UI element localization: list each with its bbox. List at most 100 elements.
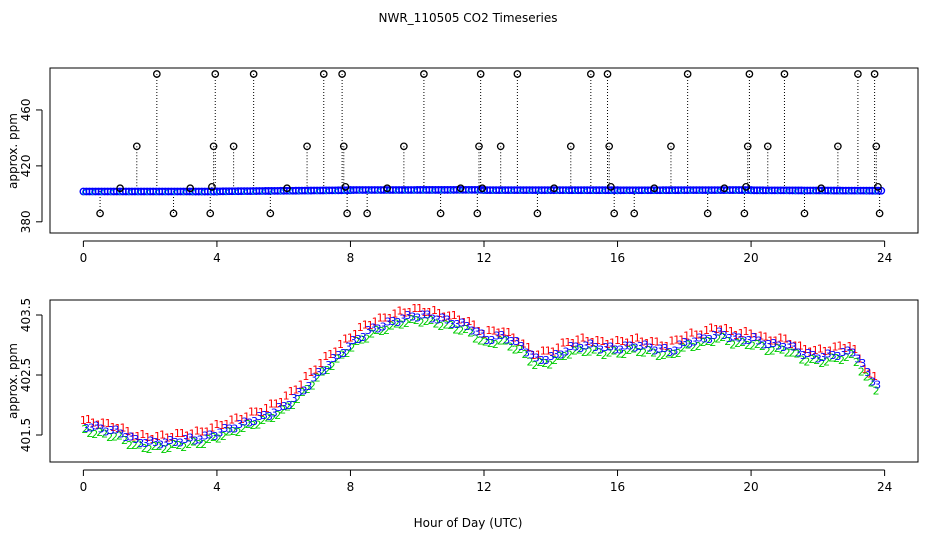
upper-spike-point: [763, 142, 772, 151]
lower-series-1-point: 1: [693, 328, 700, 341]
lower-series-2-point: 2: [393, 317, 400, 330]
upper-spike-point: [745, 70, 754, 78]
lower-series-3-point: 3: [642, 338, 649, 351]
lower-series-2-point: 2: [611, 345, 618, 358]
lower-series-3-point: 3: [291, 392, 298, 405]
lower-series-3-point: 3: [770, 337, 777, 350]
lower-series-2-point: 2: [645, 344, 652, 357]
lower-series-3-point: 3: [108, 424, 115, 437]
upper-baseline-series: [79, 185, 886, 196]
lower-series-2-point: 2: [264, 411, 271, 424]
lower-series-2-point: 2: [343, 347, 350, 360]
lower-series-3-point: 3: [256, 410, 263, 423]
lower-series-3-point: 3: [488, 334, 495, 347]
lower-series-1-point: 1: [856, 353, 863, 366]
lower-series-3-point: 3: [98, 422, 105, 435]
lower-series-1-point: 1: [382, 312, 389, 325]
lower-series-2-point: 2: [437, 320, 444, 333]
lower-series-2-point: 2: [843, 351, 850, 364]
lower-series-1-point: 1: [832, 340, 839, 353]
lower-series-1-point: 1: [342, 333, 349, 346]
lower-series-3-point: 3: [726, 332, 733, 345]
lower-series-1-point: 1: [841, 342, 848, 355]
upper-spike-point: [152, 70, 161, 78]
lower-series-3-point: 3: [543, 354, 550, 367]
lower-y-tick-label: 403.5: [19, 298, 33, 332]
lower-series-1-point: 1: [609, 337, 616, 350]
lower-series-2-point: 2: [250, 419, 257, 432]
lower-series-2-point: 2: [581, 346, 588, 359]
lower-series-3-point: 3: [849, 347, 856, 360]
upper-spike-point: [610, 209, 619, 218]
lower-series-2-point: 2: [259, 414, 266, 427]
lower-series-1-point: 1: [757, 330, 764, 343]
lower-series-2-point: 2: [304, 383, 311, 396]
lower-series-2-point: 2: [779, 344, 786, 357]
lower-series-3-point: 3: [503, 333, 510, 346]
lower-series-3-point: 3: [676, 338, 683, 351]
lower-series-3-point: 3: [563, 345, 570, 358]
lower-series-3-point: 3: [538, 354, 545, 367]
lower-series-1-point: 1: [451, 309, 458, 322]
lower-series-1-point: 1: [738, 327, 745, 340]
lower-series-3-point: 3: [162, 436, 169, 449]
lower-series-1-point: 1: [772, 334, 779, 347]
lower-series-3-point: 3: [221, 422, 228, 435]
lower-series-2-point: 2: [279, 403, 286, 416]
upper-spike-point: [343, 209, 351, 218]
lower-series-3-point: 3: [152, 436, 159, 449]
lower-series-3-point: 3: [246, 417, 253, 430]
lower-series-3-point: 3: [577, 342, 584, 355]
lower-series-3-point: 3: [612, 343, 619, 356]
lower-series-1-point: 1: [525, 341, 532, 354]
lower-series-3-point: 3: [721, 329, 728, 342]
lower-series-1-point: 1: [411, 302, 418, 315]
lower-series-2-point: 2: [793, 348, 800, 361]
lower-series-2-point: 2: [477, 334, 484, 347]
lower-series-2-point: 2: [81, 423, 88, 436]
lower-series-3-point: 3: [157, 439, 164, 452]
lower-series-2-point: 2: [428, 314, 435, 327]
lower-series-3-point: 3: [731, 330, 738, 343]
lower-series-3-point: 3: [296, 386, 303, 399]
lower-series-2-point: 2: [467, 326, 474, 339]
lower-series-1-point: 1: [386, 312, 393, 325]
lower-series-2-point: 2: [670, 348, 677, 361]
lower-series-1-point: 1: [713, 323, 720, 336]
lower-series-3-point: 3: [469, 324, 476, 337]
lower-series-2-point: 2: [353, 335, 360, 348]
upper-spike-point: [703, 209, 712, 218]
lower-series-3-point: 3: [380, 321, 387, 334]
upper-spike-point: [266, 209, 275, 218]
lower-series-1-point: 1: [560, 336, 567, 349]
upper-spike-point: [186, 184, 195, 193]
lower-series-3-point: 3: [508, 335, 515, 348]
lower-series-2-point: 2: [314, 372, 321, 385]
lower-series-2-point: 2: [764, 345, 771, 358]
lower-series-2-point: 2: [254, 419, 261, 432]
lower-series-3-point: 3: [365, 324, 372, 337]
lower-series-1-point: 1: [357, 321, 364, 334]
lower-series-2-point: 2: [121, 434, 128, 447]
upper-axis-ticks: 0 4 8 12 16 20 24 380 420 460: [19, 98, 892, 265]
lower-series-2-point: 2: [106, 431, 113, 444]
lower-series-2-point: 2: [86, 427, 93, 440]
lower-series-1-point: 1: [461, 316, 468, 329]
lower-series-2-point: 2: [269, 412, 276, 425]
lower-series-3-point: 3: [320, 364, 327, 377]
lower-series-1-point: 1: [169, 431, 176, 444]
lower-series-1-point: 1: [184, 429, 191, 442]
lower-series-1-point: 1: [545, 345, 552, 358]
lower-series-3-point: 3: [281, 400, 288, 413]
lower-series-1-point: 1: [762, 331, 769, 344]
lower-series-1-point: 1: [199, 425, 206, 438]
lower-series-1-point: 1: [812, 344, 819, 357]
lower-series-3-point: 3: [864, 366, 871, 379]
lower-series-1-point: 1: [614, 334, 621, 347]
upper-spike-point: [116, 184, 124, 193]
lower-series-3-point: 3: [800, 349, 807, 362]
lower-series-3-point: 3: [310, 371, 317, 384]
lower-series-2-point: 2: [774, 342, 781, 355]
lower-x-tick-label: 24: [877, 480, 892, 494]
